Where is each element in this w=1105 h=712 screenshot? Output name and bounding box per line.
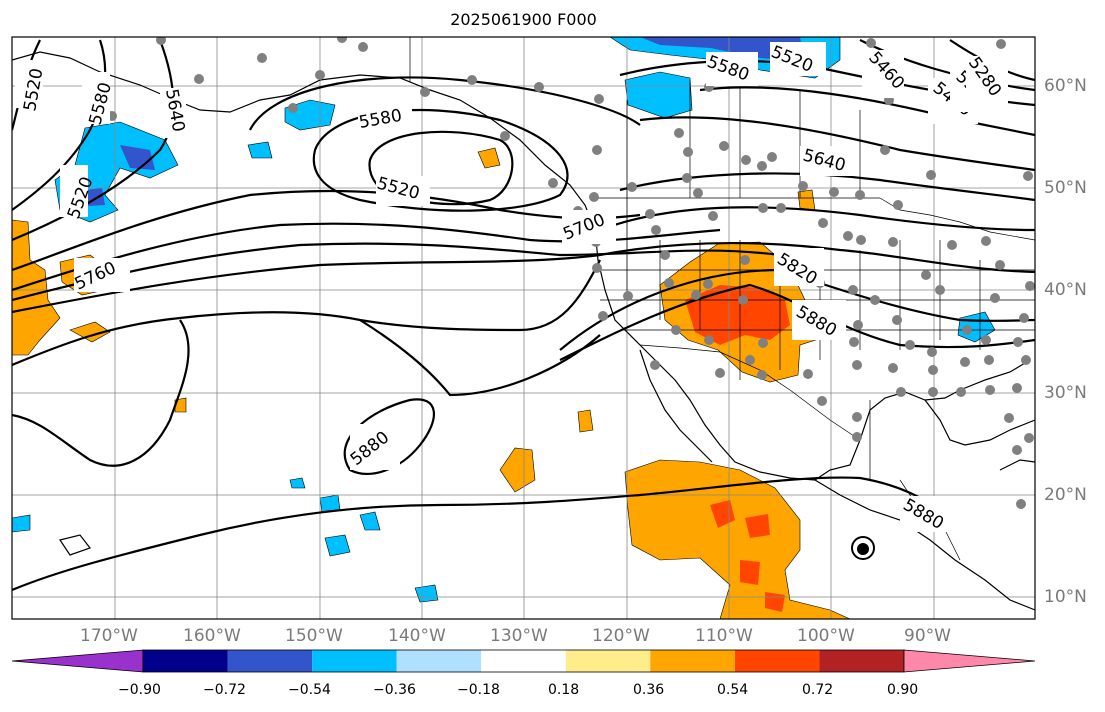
height-contours <box>12 39 1035 592</box>
colorbar-swatch <box>734 650 820 672</box>
positive-region <box>477 147 501 169</box>
positive-region <box>499 447 536 493</box>
lat-label: 30°N <box>1044 383 1087 403</box>
colorbar-swatch <box>819 650 904 672</box>
colorbar-tick-label: 0.36 <box>633 682 665 698</box>
strong-negative-region <box>640 37 805 62</box>
lon-label: 170°W <box>80 626 138 646</box>
contour-line <box>12 241 1035 314</box>
strong-positive-region <box>710 500 785 612</box>
map-title: 2025061900 F000 <box>450 10 597 29</box>
lon-label: 100°W <box>797 626 855 646</box>
contour-line <box>12 319 190 467</box>
positive-region <box>12 219 61 356</box>
contour-line <box>699 86 1035 137</box>
contour-line <box>12 39 107 211</box>
contour-line <box>12 476 951 592</box>
lat-label: 20°N <box>1044 485 1087 505</box>
lat-label: 50°N <box>1044 178 1087 198</box>
colorbar <box>11 649 1036 673</box>
colorbar-swatch <box>650 650 735 672</box>
contour-label-layer: 5520 5580 5640 5520 5580 5520 5520 5580 … <box>15 42 1008 534</box>
contour-line <box>859 39 1035 92</box>
colorbar-tick-label: −0.18 <box>457 682 500 698</box>
contour-line <box>249 76 641 131</box>
contour-line <box>359 319 601 397</box>
colorbar-swatch <box>227 650 313 672</box>
contour-line <box>599 206 1035 232</box>
lon-label: 160°W <box>183 626 241 646</box>
colorbar-tick-label: 0.54 <box>717 682 749 698</box>
colorbar-swatch <box>481 650 566 672</box>
lon-label: 110°W <box>695 626 753 646</box>
contour-line <box>12 222 721 292</box>
colorbar-tick-label: −0.36 <box>373 682 416 698</box>
colorbar-extend-low <box>11 649 144 673</box>
colorbar-tick-label: −0.90 <box>118 682 161 698</box>
map-frame <box>11 36 1036 620</box>
colorbar-swatch <box>396 650 482 672</box>
colorbar-swatch <box>312 650 397 672</box>
colorbar-tick-label: −0.72 <box>203 682 246 698</box>
lat-label: 10°N <box>1044 587 1087 607</box>
lon-label: 120°W <box>592 626 650 646</box>
colorbar-swatch <box>565 650 651 672</box>
colorbar-tick-label: 0.18 <box>548 682 580 698</box>
negative-region <box>624 71 693 119</box>
lon-label: 90°W <box>904 626 951 646</box>
colorbar-tick-label: 0.72 <box>802 682 834 698</box>
contour-line <box>639 116 1035 172</box>
contour-line <box>12 259 601 367</box>
colorbar-swatch <box>143 650 228 672</box>
map-area <box>12 37 1035 619</box>
lon-label: 150°W <box>285 626 343 646</box>
strong-negative-region <box>85 145 155 206</box>
lon-label: 140°W <box>388 626 446 646</box>
contour-line <box>559 268 1035 351</box>
colorbar-tick-label: −0.54 <box>288 682 331 698</box>
positive-region <box>577 409 594 433</box>
positive-region <box>624 459 851 619</box>
lat-label: 40°N <box>1044 280 1087 300</box>
colorbar-tick-label: 0.90 <box>887 682 919 698</box>
station-markers <box>107 37 1035 509</box>
lon-label: 130°W <box>490 626 548 646</box>
low-center <box>850 536 876 560</box>
negative-region <box>247 141 273 159</box>
contour-line <box>12 39 175 242</box>
lat-label: 60°N <box>1044 76 1087 96</box>
colorbar-extend-high <box>903 649 1036 673</box>
contour-line <box>12 242 781 302</box>
positive-region <box>797 189 816 211</box>
